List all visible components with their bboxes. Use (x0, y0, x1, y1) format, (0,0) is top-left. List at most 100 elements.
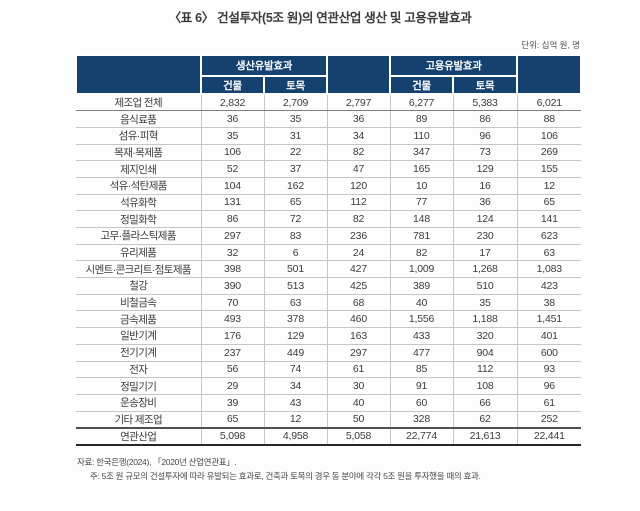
value-cell: 5,058 (326, 426, 391, 446)
value-cell: 6 (263, 243, 328, 261)
row-label: 연관산업 (76, 426, 201, 446)
value-cell: 129 (452, 160, 518, 178)
table-row: 정밀기기 29 34 30 91 108 96 (76, 377, 582, 395)
value-cell: 96 (516, 377, 582, 395)
row-label: 전기기계 (76, 343, 201, 361)
value-cell: 904 (452, 343, 518, 361)
value-cell: 21,613 (452, 426, 518, 446)
footnotes: 자료: 한국은행(2024), 「2020년 산업연관표」. 주: 5조 원 규… (77, 455, 640, 484)
value-cell: 34 (263, 377, 328, 395)
table-row: 연관산업 5,098 4,958 5,058 22,774 21,613 22,441 (76, 426, 582, 446)
table-row: 전자 56 74 61 85 112 93 (76, 360, 582, 378)
row-label: 석유화학 (76, 193, 201, 211)
row-label: 비철금속 (76, 293, 201, 311)
value-cell: 22,441 (516, 426, 582, 446)
value-cell: 82 (326, 210, 391, 228)
value-cell: 493 (200, 310, 264, 328)
value-cell: 328 (389, 410, 454, 428)
value-cell: 112 (326, 193, 391, 211)
row-label: 철강 (76, 277, 201, 295)
table-row: 전기기계 237 449 297 477 904 600 (76, 343, 582, 361)
table-header: 생산유발효과 고용유발효과 건물 토목 건물 토목 (75, 54, 583, 95)
row-label: 목재·목제품 (76, 143, 201, 161)
value-cell: 297 (200, 227, 264, 245)
value-cell: 35 (200, 126, 264, 145)
value-cell: 781 (389, 227, 454, 245)
value-cell: 37 (263, 160, 328, 178)
value-cell: 398 (200, 260, 264, 278)
value-cell: 63 (516, 243, 582, 261)
value-cell: 5,383 (452, 93, 518, 112)
value-cell: 297 (326, 343, 391, 361)
value-cell: 86 (452, 110, 518, 128)
value-cell: 36 (326, 110, 391, 128)
row-label: 제조업 전체 (76, 93, 201, 112)
table-row: 음식료품 36 35 36 89 86 88 (76, 110, 582, 128)
value-cell: 129 (263, 327, 328, 345)
subheader-employment-civil: 토목 (452, 75, 519, 95)
value-cell: 106 (516, 126, 582, 145)
table-body: 제조업 전체 2,832 2,709 2,797 6,277 5,383 6,021 음식료품… (76, 93, 582, 446)
value-cell: 6,021 (516, 93, 582, 112)
value-cell: 120 (326, 176, 391, 195)
value-cell: 163 (326, 327, 391, 345)
table-row: 정밀화학 86 72 82 148 124 141 (76, 210, 582, 228)
value-cell: 1,556 (389, 310, 454, 328)
table-row: 제조업 전체 2,832 2,709 2,797 6,277 5,383 6,021 (76, 93, 582, 112)
value-cell: 2,832 (200, 93, 264, 112)
value-cell: 82 (389, 243, 454, 261)
value-cell: 2,797 (326, 93, 391, 112)
value-cell: 61 (326, 360, 391, 378)
row-label: 금속제품 (76, 310, 201, 328)
value-cell: 433 (389, 327, 454, 345)
value-cell: 501 (263, 260, 328, 278)
value-cell: 623 (516, 227, 582, 245)
value-cell: 35 (263, 110, 328, 128)
value-cell: 38 (516, 293, 582, 311)
value-cell: 73 (452, 143, 518, 161)
value-cell: 36 (200, 110, 264, 128)
value-cell: 4,958 (263, 426, 328, 446)
value-cell: 22 (263, 143, 328, 161)
value-cell: 237 (200, 343, 264, 361)
table-row: 섬유·피혁 35 31 34 110 96 106 (76, 126, 582, 145)
value-cell: 155 (516, 160, 582, 178)
value-cell: 425 (326, 277, 391, 295)
value-cell: 390 (200, 277, 264, 295)
value-cell: 1,451 (516, 310, 582, 328)
table-row: 석유화학 131 65 112 77 36 65 (76, 193, 582, 211)
value-cell: 91 (389, 377, 454, 395)
value-cell: 230 (452, 227, 518, 245)
table-row: 유리제품 32 6 24 82 17 63 (76, 243, 582, 261)
value-cell: 61 (516, 393, 582, 412)
value-cell: 106 (200, 143, 264, 161)
value-cell: 112 (452, 360, 518, 378)
table-row: 운송장비 39 43 40 60 66 61 (76, 393, 582, 412)
value-cell: 378 (263, 310, 328, 328)
value-cell: 22,774 (389, 426, 454, 446)
value-cell: 88 (516, 110, 582, 128)
value-cell: 460 (326, 310, 391, 328)
value-cell: 236 (326, 227, 391, 245)
table-row: 시멘트·콘크리트·점토제품 398 501 427 1,009 1,268 1,083 (76, 260, 582, 278)
value-cell: 510 (452, 277, 518, 295)
value-cell: 85 (389, 360, 454, 378)
value-cell: 1,083 (516, 260, 582, 278)
sub-header-row: 건물 토목 건물 토목 (76, 75, 581, 95)
row-label: 섬유·피혁 (76, 126, 201, 145)
value-cell: 10 (389, 176, 454, 195)
value-cell: 17 (452, 243, 518, 261)
row-label: 유리제품 (76, 243, 201, 261)
value-cell: 162 (263, 176, 328, 195)
value-cell: 347 (389, 143, 454, 161)
group-header-row: 생산유발효과 고용유발효과 (75, 54, 583, 95)
value-cell: 39 (200, 393, 264, 412)
value-cell: 427 (326, 260, 391, 278)
value-cell: 68 (326, 293, 391, 311)
value-cell: 77 (389, 193, 454, 211)
value-cell: 2,709 (263, 93, 328, 112)
row-label: 시멘트·콘크리트·점토제품 (76, 260, 201, 278)
value-cell: 30 (326, 377, 391, 395)
table-row: 기타 제조업 65 12 50 328 62 252 (76, 410, 582, 428)
value-cell: 12 (516, 176, 582, 195)
